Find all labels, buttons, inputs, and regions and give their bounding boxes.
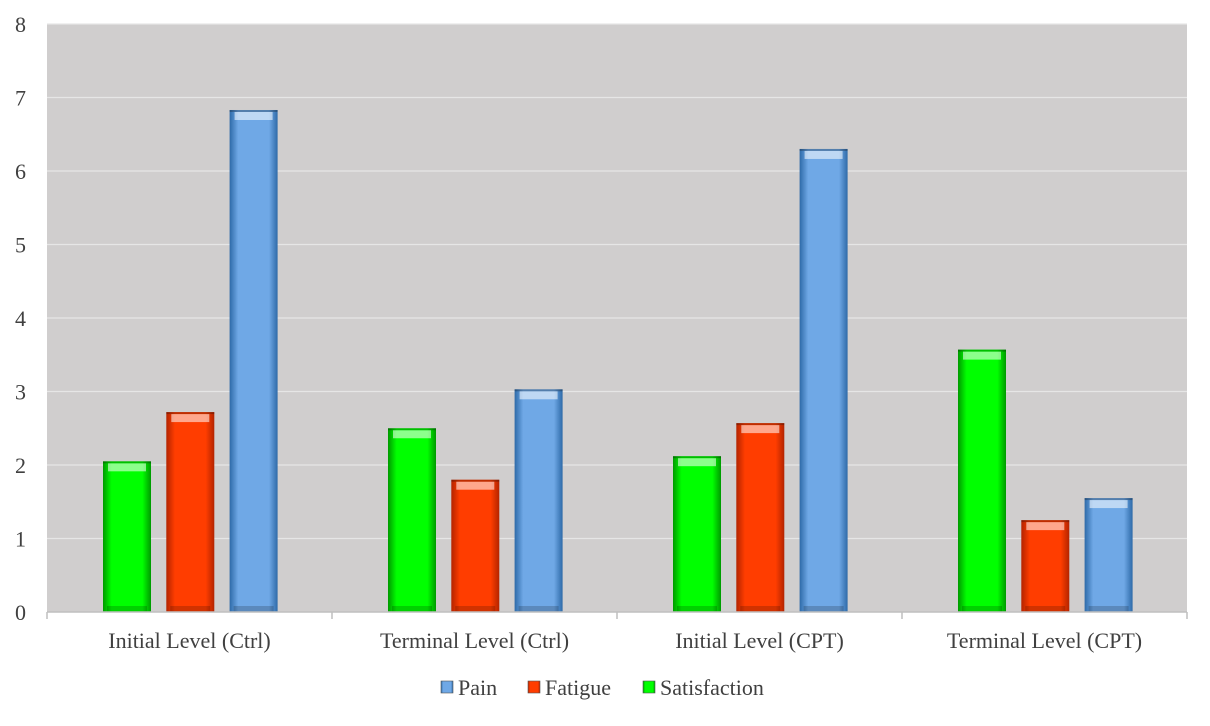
x-tick-label: Terminal Level (Ctrl) xyxy=(380,628,569,653)
x-axis-tick-labels: Initial Level (Ctrl) Terminal Level (Ctrl… xyxy=(108,628,1142,653)
x-tick-label: Initial Level (Ctrl) xyxy=(108,628,271,653)
bar-bottom-shade xyxy=(740,606,781,612)
legend-label: Pain xyxy=(458,675,497,700)
legend-label: Fatigue xyxy=(545,675,611,700)
y-tick-label: 3 xyxy=(15,380,26,405)
legend: Pain Fatigue Satisfaction xyxy=(440,675,764,700)
bar-top-edge xyxy=(451,479,500,482)
bar-bottom-shade xyxy=(170,606,211,612)
bar-top-highlight xyxy=(804,150,843,159)
bar-bottom-shade xyxy=(803,606,844,612)
bar-top-edge xyxy=(103,461,151,464)
bar-body xyxy=(451,479,500,612)
x-tick-label: Initial Level (CPT) xyxy=(675,628,844,653)
x-tick-label: Terminal Level (CPT) xyxy=(947,628,1142,653)
bar-bottom-shade xyxy=(518,606,559,612)
y-tick-label: 1 xyxy=(15,527,26,552)
bar-body xyxy=(958,349,1006,612)
y-axis-tick-labels: 0 1 2 3 4 5 6 7 8 xyxy=(15,12,26,625)
bar-top-edge xyxy=(229,109,278,112)
y-tick-label: 2 xyxy=(15,453,26,478)
bar-top-edge xyxy=(166,412,215,415)
y-tick-label: 5 xyxy=(15,233,26,258)
bar-top-edge xyxy=(673,456,721,459)
bar-bottom-shade xyxy=(1088,606,1129,612)
bar-satisfaction xyxy=(103,461,151,612)
bar-fatigue xyxy=(451,479,500,612)
bar-satisfaction xyxy=(958,349,1006,612)
bar-fatigue xyxy=(736,423,785,612)
bar-top-highlight xyxy=(963,351,1001,360)
bar-satisfaction xyxy=(388,428,436,612)
y-tick-label: 6 xyxy=(15,159,26,184)
bar-bottom-shade xyxy=(962,606,1002,612)
bar-body xyxy=(103,461,151,612)
bar-bottom-shade xyxy=(677,606,717,612)
bar-bottom-shade xyxy=(392,606,432,612)
bar-pain xyxy=(514,389,563,612)
bar-fatigue xyxy=(1021,520,1070,612)
bar-top-highlight xyxy=(1026,522,1065,531)
y-tick-label: 7 xyxy=(15,86,26,111)
bar-top-edge xyxy=(1021,520,1070,523)
bar-body xyxy=(388,428,436,612)
y-tick-label: 0 xyxy=(15,600,26,625)
bar-top-edge xyxy=(799,148,848,151)
bar-body xyxy=(514,389,563,612)
bar-bottom-shade xyxy=(233,606,274,612)
bar-top-highlight xyxy=(456,481,495,490)
legend-swatch xyxy=(527,680,541,694)
bar-pain xyxy=(1084,498,1133,612)
legend-label: Satisfaction xyxy=(660,675,764,700)
bar-top-edge xyxy=(1084,498,1133,501)
bar-top-edge xyxy=(388,428,436,431)
bar-body xyxy=(229,109,278,613)
bar-top-highlight xyxy=(678,458,716,467)
bar-pain xyxy=(799,148,848,612)
bar-bottom-shade xyxy=(107,606,147,612)
legend-item-pain: Pain xyxy=(440,675,497,700)
bar-top-highlight xyxy=(1089,500,1128,509)
bar-top-highlight xyxy=(519,391,558,400)
legend-item-satisfaction: Satisfaction xyxy=(642,675,764,700)
bar-top-edge xyxy=(958,349,1006,352)
bar-top-highlight xyxy=(393,430,431,439)
bar-top-highlight xyxy=(234,111,273,120)
y-tick-label: 8 xyxy=(15,12,26,37)
y-tick-label: 4 xyxy=(15,306,26,331)
bar-body xyxy=(673,456,721,612)
x-axis xyxy=(46,611,1188,619)
bar-body xyxy=(1084,498,1133,612)
bar-top-highlight xyxy=(108,463,146,472)
bar-top-highlight xyxy=(741,425,780,434)
bar-top-highlight xyxy=(171,414,210,423)
bar-body xyxy=(1021,520,1070,612)
bar-top-edge xyxy=(514,389,563,392)
bar-body xyxy=(799,148,848,612)
bar-top-edge xyxy=(736,423,785,426)
bar-pain xyxy=(229,109,278,613)
legend-swatch xyxy=(642,680,656,694)
bar-body xyxy=(166,412,215,612)
legend-swatch xyxy=(440,680,454,694)
bar-fatigue xyxy=(166,412,215,612)
bar-bottom-shade xyxy=(455,606,496,612)
legend-item-fatigue: Fatigue xyxy=(527,675,611,700)
bar-body xyxy=(736,423,785,612)
bar-bottom-shade xyxy=(1025,606,1066,612)
bar-satisfaction xyxy=(673,456,721,612)
bars xyxy=(103,109,1133,613)
